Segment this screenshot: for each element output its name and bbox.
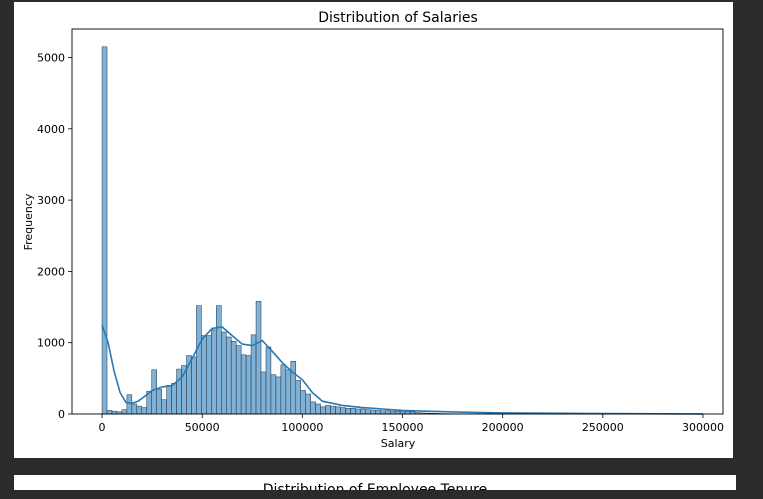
histogram-bar (275, 376, 282, 415)
histogram-bar (340, 407, 346, 415)
x-tick-label: 200000 (482, 421, 524, 434)
histogram-bar (206, 335, 212, 415)
histogram-bar (325, 405, 331, 415)
histogram-bar (290, 360, 297, 415)
histogram-bar (245, 355, 252, 415)
histogram-bar (265, 346, 272, 415)
histogram-bar (315, 403, 321, 415)
histogram-bar (196, 305, 202, 415)
histogram-bar (295, 380, 302, 415)
histogram-bar (345, 408, 351, 415)
histogram-bar (235, 345, 242, 415)
x-axis-ticks: 0 50000 100000 150000 200000 250000 300000 (99, 414, 724, 434)
chart-title: Distribution of Salaries (318, 10, 478, 26)
histogram-bar (379, 410, 386, 415)
histogram-bar (221, 331, 227, 415)
y-axis-ticks: 0 1000 2000 3000 4000 5000 (37, 52, 72, 421)
histogram-bar (375, 410, 381, 415)
y-tick-label: 5000 (37, 52, 65, 65)
x-axis-label: Salary (381, 437, 416, 450)
histogram-bar (171, 383, 177, 415)
histogram-bar (211, 329, 217, 415)
y-tick-label: 1000 (37, 337, 65, 350)
histogram-bar (121, 409, 128, 415)
histogram-bar (161, 399, 167, 415)
histogram-bar (370, 409, 376, 415)
histogram-bars (101, 46, 689, 415)
histogram-bar (240, 354, 247, 415)
histogram-bar (156, 388, 162, 415)
x-tick-label: 0 (99, 421, 106, 434)
histogram-bar (335, 406, 341, 415)
y-tick-label: 2000 (37, 265, 65, 278)
x-tick-label: 300000 (682, 421, 724, 434)
histogram-bar (355, 408, 361, 415)
histogram-bar (260, 371, 267, 415)
histogram-bar (176, 368, 182, 415)
histogram-bar (166, 385, 172, 415)
axes-frame (71, 28, 724, 415)
x-tick-label: 50000 (185, 421, 220, 434)
histogram-bar (270, 374, 277, 415)
histogram-bar (350, 408, 356, 415)
histogram-bar (136, 405, 143, 415)
y-tick-label: 0 (58, 408, 65, 421)
x-tick-label: 100000 (281, 421, 323, 434)
histogram-bar (191, 356, 197, 415)
histogram-bar (255, 301, 262, 415)
histogram-bar (330, 405, 336, 415)
histogram-bar (216, 305, 222, 415)
histogram-bar (310, 401, 316, 415)
histogram-bar (384, 410, 391, 415)
histogram-bar (141, 407, 148, 415)
histogram-bar (126, 394, 133, 415)
histogram-bar (365, 409, 371, 415)
y-axis-label: Frequency (22, 193, 35, 250)
histogram-bar (151, 369, 157, 415)
histogram-bar (285, 369, 292, 415)
histogram-bar (300, 390, 306, 415)
chart-panel-salaries: 0 50000 100000 150000 200000 250000 300000 0 10… (14, 2, 733, 458)
histogram-bar (225, 336, 232, 415)
histogram-bar (280, 364, 287, 415)
y-tick-label: 3000 (37, 194, 65, 207)
kde-curve (101, 324, 704, 415)
histogram-bar (131, 403, 138, 415)
histogram-bar (101, 46, 108, 415)
x-tick-label: 150000 (382, 421, 424, 434)
histogram-bar (201, 335, 207, 415)
histogram-bar (230, 341, 237, 415)
salary-histogram: 0 50000 100000 150000 200000 250000 300000 0 10… (22, 10, 724, 450)
histogram-bar (250, 334, 257, 415)
x-tick-label: 250000 (582, 421, 624, 434)
y-tick-label: 4000 (37, 123, 65, 136)
histogram-bar (320, 406, 326, 415)
histogram-bar (305, 393, 311, 415)
histogram-bar (106, 410, 113, 415)
histogram-bar (360, 408, 366, 415)
